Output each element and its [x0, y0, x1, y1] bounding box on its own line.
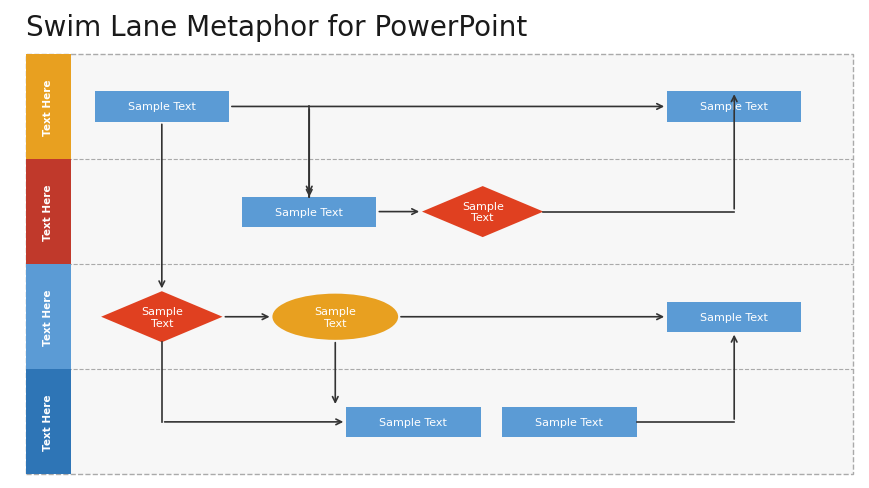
Bar: [501, 407, 636, 437]
Bar: [26, 160, 70, 264]
Text: Sample
Text: Sample Text: [141, 306, 182, 328]
Bar: [667, 92, 800, 122]
Polygon shape: [101, 292, 222, 343]
Bar: [346, 407, 480, 437]
Text: Swim Lane Metaphor for PowerPoint: Swim Lane Metaphor for PowerPoint: [26, 14, 527, 41]
Bar: [26, 264, 70, 369]
Text: Sample Text: Sample Text: [379, 417, 447, 427]
Ellipse shape: [272, 294, 398, 340]
Bar: [242, 197, 376, 227]
Text: Sample
Text: Sample Text: [314, 306, 355, 328]
Text: Text Here: Text Here: [43, 184, 53, 241]
Text: Sample Text: Sample Text: [700, 102, 767, 112]
FancyBboxPatch shape: [26, 55, 852, 474]
Text: Text Here: Text Here: [43, 394, 53, 450]
Polygon shape: [421, 187, 543, 238]
Text: Sample
Text: Sample Text: [461, 202, 503, 223]
Text: Text Here: Text Here: [43, 289, 53, 346]
Text: Text Here: Text Here: [43, 79, 53, 135]
Text: Sample Text: Sample Text: [534, 417, 603, 427]
Bar: [667, 302, 800, 332]
Bar: [26, 369, 70, 474]
Text: Sample Text: Sample Text: [700, 312, 767, 322]
Text: Sample Text: Sample Text: [128, 102, 196, 112]
Text: Sample Text: Sample Text: [275, 207, 342, 217]
Bar: [95, 92, 229, 122]
Bar: [26, 55, 70, 160]
